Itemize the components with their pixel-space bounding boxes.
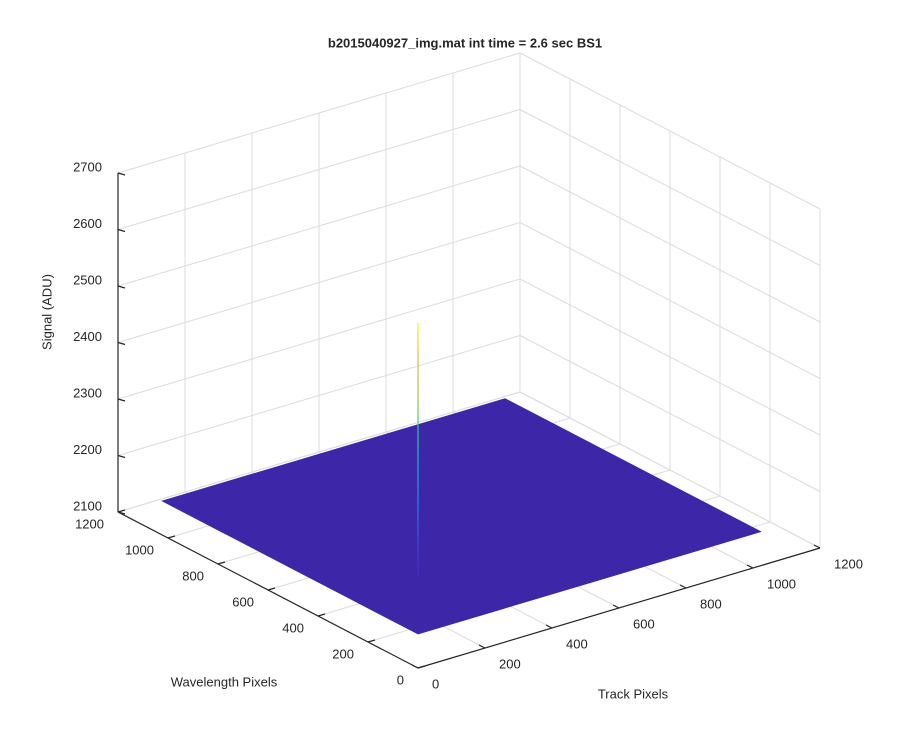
x-axis-label: Track Pixels [598, 686, 669, 701]
y-tick-label: 200 [332, 646, 354, 661]
grid-line [519, 109, 821, 266]
grid-line [117, 109, 521, 230]
peak [417, 323, 419, 581]
y-tick [267, 587, 276, 591]
z-tick-label: 2700 [73, 159, 102, 174]
y-tick-label: 600 [232, 594, 254, 609]
y-tick [417, 665, 426, 669]
z-axis-label: Signal (ADU) [39, 274, 54, 350]
z-tick-label: 2600 [73, 216, 102, 231]
x-tick [612, 604, 620, 609]
y-axis-label: Wavelength Pixels [171, 674, 278, 689]
x-tick-label: 200 [499, 656, 521, 671]
grid-line [117, 391, 521, 513]
grid-line [519, 278, 821, 436]
z-tick-label: 2500 [73, 272, 102, 287]
x-tick-label: 1000 [767, 576, 796, 591]
x-tick-label: 1200 [834, 556, 863, 571]
grid-line [519, 165, 821, 323]
y-tick [367, 639, 376, 643]
grid-line [117, 222, 521, 343]
y-tick [217, 561, 226, 565]
z-tick [117, 341, 126, 346]
z-tick [117, 285, 126, 289]
grid-line [117, 335, 521, 456]
z-tick [117, 511, 126, 515]
y-tick [167, 535, 176, 539]
y-tick-label: 1000 [125, 542, 154, 557]
grid-line [519, 335, 821, 492]
z-tick-label: 2100 [73, 498, 102, 513]
y-tick-label: 800 [182, 568, 204, 583]
x-tick [813, 544, 821, 549]
z-tick-label: 2400 [73, 329, 102, 344]
y-tick-label: 0 [397, 672, 404, 687]
x-tick [478, 644, 486, 649]
x-tick-label: 600 [633, 616, 655, 631]
y-tick [117, 509, 126, 513]
surface-cell [353, 574, 505, 635]
z-tick-label: 2200 [73, 442, 102, 457]
z-tick [117, 228, 126, 233]
y-tick-label: 1200 [75, 516, 104, 531]
grid-line [519, 391, 821, 549]
grid-line [519, 222, 821, 379]
z-tick [117, 172, 126, 176]
chart-title: b2015040927_img.mat int time = 2.6 sec B… [328, 35, 602, 50]
z-tick-label: 2300 [73, 385, 102, 400]
x-tick [411, 664, 419, 669]
x-tick-label: 0 [432, 676, 439, 691]
grid-line [117, 165, 521, 287]
x-tick-label: 400 [566, 636, 588, 651]
grid-line [117, 52, 521, 174]
x-tick [545, 624, 553, 629]
x-tick-label: 800 [700, 596, 722, 611]
z-tick [117, 398, 126, 402]
grid-line [117, 278, 521, 400]
z-tick [117, 454, 126, 459]
y-tick-label: 400 [282, 620, 304, 635]
grid-line [519, 52, 821, 210]
x-tick [679, 584, 687, 589]
y-tick [317, 613, 326, 617]
x-tick [746, 564, 754, 569]
